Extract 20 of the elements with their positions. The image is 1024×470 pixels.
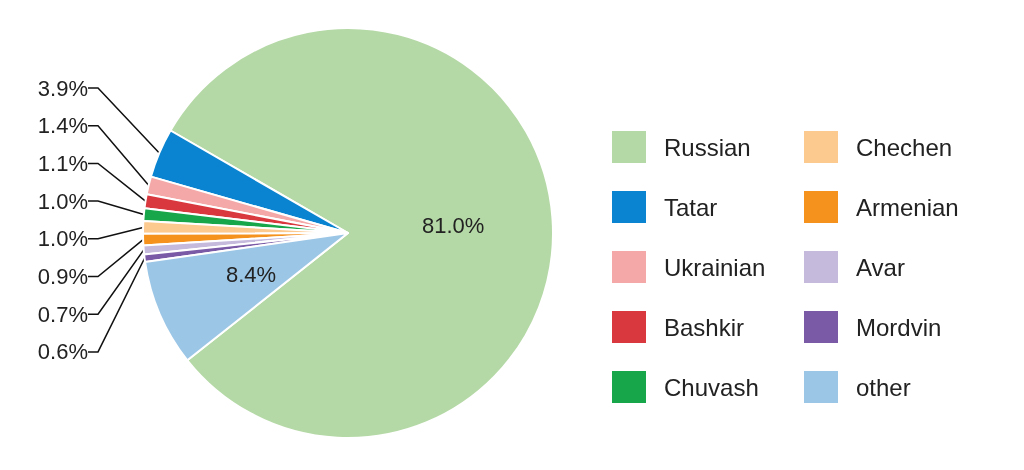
legend-label: Mordvin [856,313,942,341]
data-label: 0.7% [37,301,88,327]
legend-label: Chechen [856,133,953,161]
data-label: 3.9% [37,75,88,101]
legend-label: Chuvash [664,373,759,401]
data-label: 1.4% [37,113,88,139]
data-label: 1.0% [37,226,88,252]
legend-label: Avar [856,253,905,281]
legend-label: Ukrainian [664,253,766,281]
legend-label: Armenian [856,193,959,221]
legend-label: other [856,373,911,401]
data-label: 1.1% [37,150,88,176]
legend-label: Tatar [664,193,718,221]
data-label: 81.0% [422,212,485,238]
data-label: 1.0% [37,188,88,214]
data-label: 0.6% [37,339,88,365]
legend-label: Bashkir [664,313,745,341]
legend-label: Russian [664,133,751,161]
data-label: 0.9% [37,264,88,289]
data-label: 8.4% [226,262,277,288]
